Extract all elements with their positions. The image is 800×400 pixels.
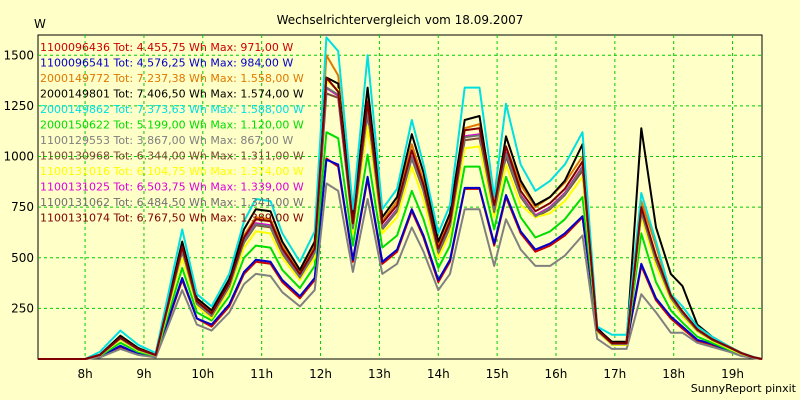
credit-label: SunnyReport pinxit bbox=[691, 382, 797, 395]
series-line bbox=[38, 79, 763, 360]
y-axis-label: W bbox=[34, 17, 46, 31]
x-tick-label: 9h bbox=[136, 367, 151, 381]
x-axis-ticks: 8h 9h 10h 11h 12h 13h 14h 15h 16h 17h 18h 19h bbox=[77, 367, 744, 381]
x-tick-label: 8h bbox=[77, 367, 92, 381]
x-tick-label: 13h bbox=[368, 367, 391, 381]
legend-entry: 1100096541 Tot: 4.576,25 Wh Max: 984,00 … bbox=[40, 57, 293, 70]
legend-entry: 2000149772 Tot: 7.237,38 Wh Max: 1.558,0… bbox=[40, 72, 304, 85]
x-tick-label: 18h bbox=[662, 367, 685, 381]
series-lines bbox=[38, 36, 763, 360]
y-tick-label: 1500 bbox=[3, 48, 34, 62]
legend-entry: 2000149862 Tot: 7.373,63 Wh Max: 1.588,0… bbox=[40, 103, 304, 116]
legend-entry: 1100131025 Tot: 6.503,75 Wh Max: 1.339,0… bbox=[40, 181, 304, 194]
x-tick-label: 19h bbox=[721, 367, 744, 381]
legend: 1100096436 Tot: 4.455,75 Wh Max: 971,00 … bbox=[40, 41, 304, 225]
series-line bbox=[38, 76, 763, 360]
legend-entry: 2000150622 Tot: 5.199,00 Wh Max: 1.120,0… bbox=[40, 119, 304, 132]
legend-entry: 1100131074 Tot: 6.767,50 Wh Max: 1.389,0… bbox=[40, 212, 304, 225]
y-tick-label: 1000 bbox=[3, 150, 34, 164]
series-line bbox=[38, 158, 763, 360]
legend-entry: 1100096436 Tot: 4.455,75 Wh Max: 971,00 … bbox=[40, 41, 293, 54]
y-axis-ticks: 250 500 750 1000 1250 1500 bbox=[3, 48, 34, 315]
x-tick-label: 11h bbox=[250, 367, 273, 381]
y-tick-label: 500 bbox=[11, 251, 34, 265]
series-line bbox=[38, 182, 763, 360]
legend-entry: 1100129553 Tot: 3.867,00 Wh Max: 867,00 … bbox=[40, 134, 293, 147]
x-tick-label: 17h bbox=[603, 367, 626, 381]
legend-entry: 1100130968 Tot: 6.344,00 Wh Max: 1.311,0… bbox=[40, 150, 304, 163]
x-tick-label: 16h bbox=[545, 367, 568, 381]
x-tick-label: 10h bbox=[191, 367, 214, 381]
y-tick-label: 250 bbox=[11, 301, 34, 315]
y-tick-label: 1250 bbox=[3, 99, 34, 113]
chart-title: Wechselrichtervergleich vom 18.09.2007 bbox=[277, 13, 524, 27]
legend-entry: 1100131016 Tot: 6.104,75 Wh Max: 1.374,0… bbox=[40, 165, 304, 178]
legend-entry: 1100131062 Tot: 6.484,50 Wh Max: 1.341,0… bbox=[40, 196, 304, 209]
x-tick-label: 14h bbox=[427, 367, 450, 381]
series-line bbox=[38, 131, 763, 360]
series-line bbox=[38, 36, 763, 360]
legend-entry: 2000149801 Tot: 7.406,50 Wh Max: 1.574,0… bbox=[40, 88, 304, 101]
y-tick-label: 750 bbox=[11, 200, 34, 214]
series-line bbox=[38, 76, 763, 360]
x-tick-label: 12h bbox=[309, 367, 332, 381]
x-tick-label: 15h bbox=[486, 367, 509, 381]
